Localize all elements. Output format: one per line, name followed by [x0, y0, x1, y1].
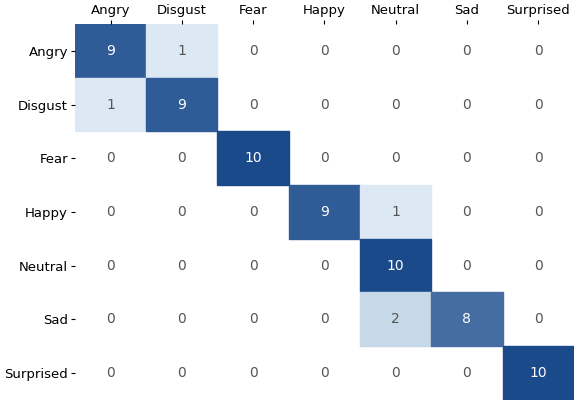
Bar [360, 185, 431, 239]
Text: 0: 0 [106, 259, 115, 273]
Text: 0: 0 [249, 312, 257, 326]
Bar [146, 24, 217, 78]
Bar [75, 24, 146, 78]
Bar [217, 131, 288, 185]
Text: 0: 0 [177, 205, 186, 219]
Text: 0: 0 [106, 312, 115, 326]
Bar [502, 346, 574, 400]
Text: 1: 1 [391, 205, 400, 219]
Text: 0: 0 [391, 366, 400, 380]
Text: 1: 1 [106, 98, 115, 112]
Text: 2: 2 [391, 312, 400, 326]
Text: 0: 0 [534, 44, 543, 58]
Text: 0: 0 [320, 366, 329, 380]
Text: 10: 10 [387, 259, 405, 273]
Text: 10: 10 [529, 366, 547, 380]
Text: 0: 0 [106, 366, 115, 380]
Bar [288, 185, 360, 239]
Text: 9: 9 [177, 98, 186, 112]
Text: 0: 0 [177, 151, 186, 165]
Text: 0: 0 [249, 259, 257, 273]
Text: 0: 0 [462, 366, 471, 380]
Text: 9: 9 [106, 44, 115, 58]
Text: 0: 0 [462, 151, 471, 165]
Text: 0: 0 [534, 151, 543, 165]
Text: 0: 0 [391, 98, 400, 112]
Text: 0: 0 [106, 205, 115, 219]
Text: 0: 0 [462, 44, 471, 58]
Text: 0: 0 [249, 44, 257, 58]
Bar [75, 78, 146, 131]
Text: 0: 0 [462, 205, 471, 219]
Text: 0: 0 [320, 44, 329, 58]
Text: 0: 0 [534, 312, 543, 326]
Text: 0: 0 [249, 205, 257, 219]
Text: 8: 8 [462, 312, 471, 326]
Text: 1: 1 [177, 44, 186, 58]
Text: 0: 0 [391, 151, 400, 165]
Text: 0: 0 [249, 98, 257, 112]
Text: 0: 0 [249, 366, 257, 380]
Text: 10: 10 [244, 151, 262, 165]
Text: 0: 0 [320, 98, 329, 112]
Text: 0: 0 [534, 205, 543, 219]
Text: 0: 0 [177, 366, 186, 380]
Text: 0: 0 [320, 151, 329, 165]
Bar [360, 292, 431, 346]
Text: 0: 0 [391, 44, 400, 58]
Text: 0: 0 [534, 259, 543, 273]
Text: 0: 0 [462, 259, 471, 273]
Text: 0: 0 [106, 151, 115, 165]
Bar [360, 239, 431, 292]
Bar [431, 292, 502, 346]
Text: 0: 0 [320, 312, 329, 326]
Text: 0: 0 [534, 98, 543, 112]
Text: 9: 9 [320, 205, 329, 219]
Bar [146, 78, 217, 131]
Text: 0: 0 [177, 259, 186, 273]
Text: 0: 0 [320, 259, 329, 273]
Text: 0: 0 [462, 98, 471, 112]
Text: 0: 0 [177, 312, 186, 326]
